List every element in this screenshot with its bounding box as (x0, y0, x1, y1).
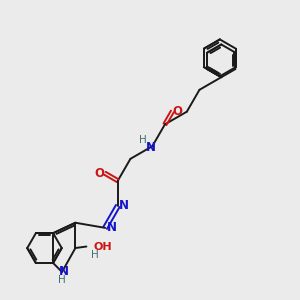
Text: N: N (58, 266, 68, 278)
Text: N: N (119, 199, 129, 212)
Text: O: O (173, 105, 183, 118)
Text: N: N (107, 221, 117, 234)
Text: N: N (146, 141, 156, 154)
Text: H: H (139, 135, 147, 145)
Text: H: H (91, 250, 99, 260)
Text: OH: OH (94, 242, 112, 251)
Text: O: O (94, 167, 104, 180)
Text: H: H (58, 275, 66, 285)
